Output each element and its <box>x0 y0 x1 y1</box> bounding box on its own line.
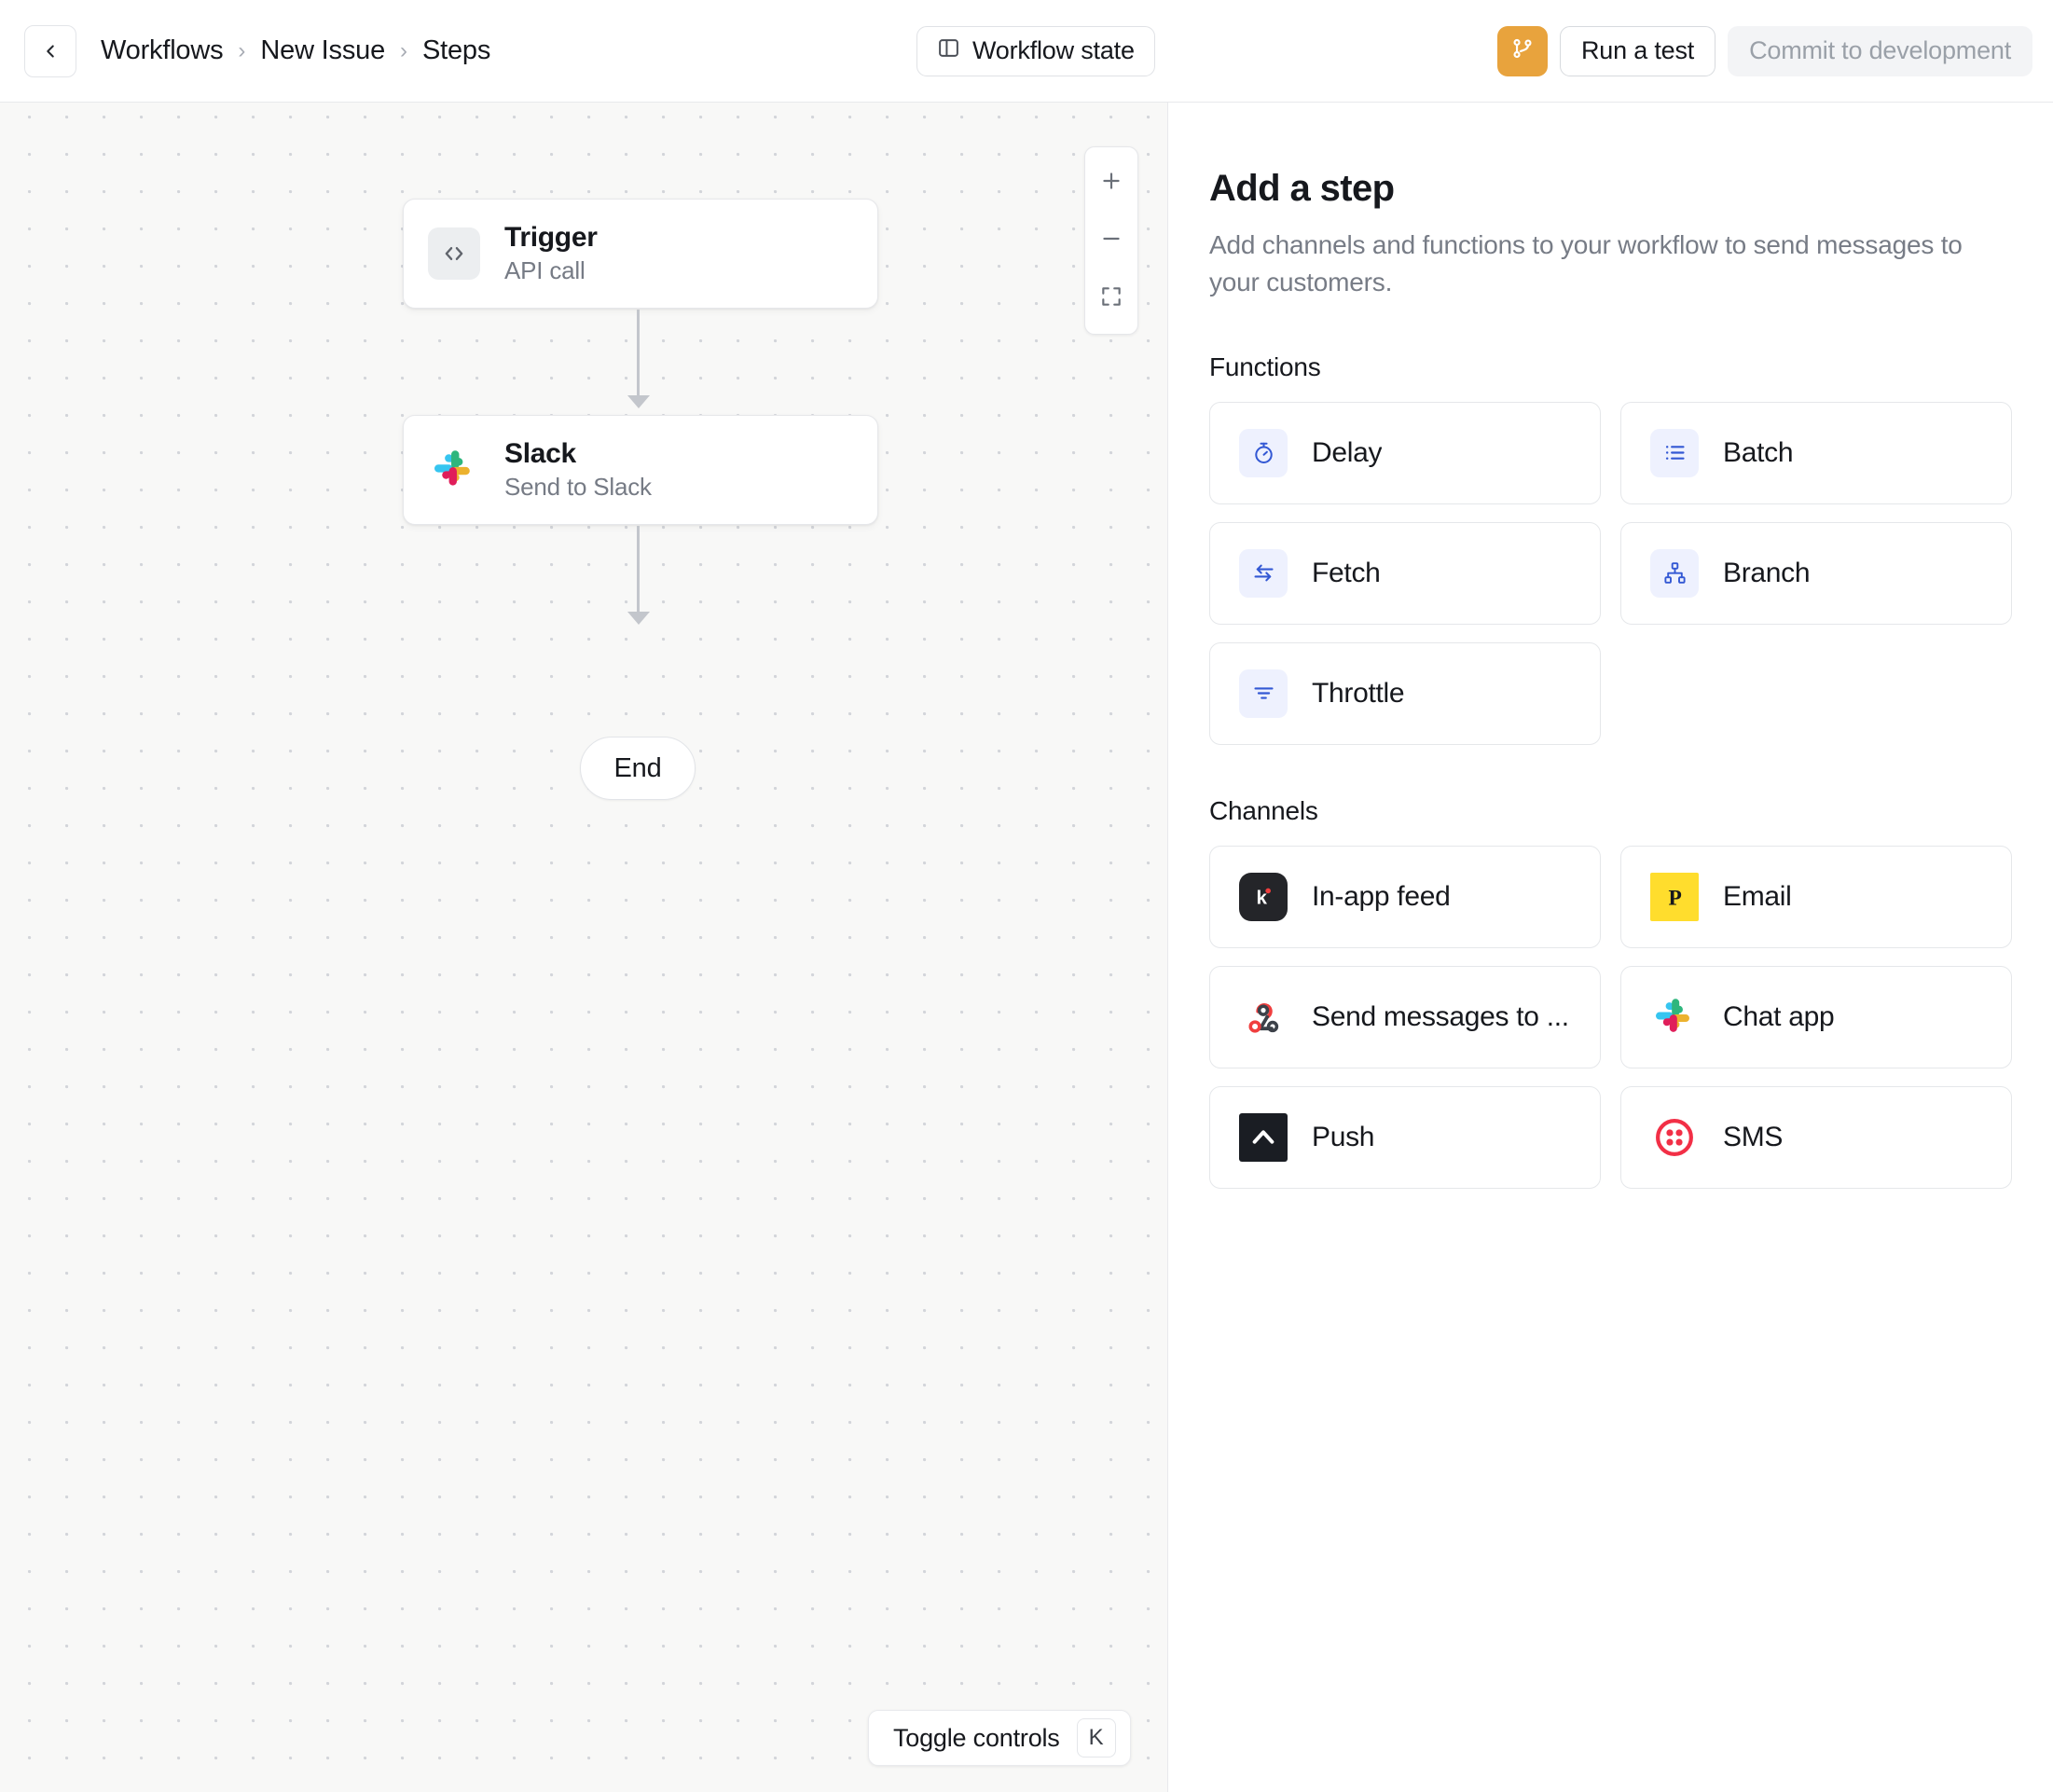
channel-label: Chat app <box>1723 1000 1835 1032</box>
panel-layout-icon <box>937 36 960 66</box>
channel-label: SMS <box>1723 1121 1784 1152</box>
run-test-button[interactable]: Run a test <box>1560 25 1716 76</box>
channel-label: Email <box>1723 880 1792 912</box>
function-label: Fetch <box>1312 557 1381 588</box>
commit-to-development-button[interactable]: Commit to development <box>1728 25 2032 76</box>
channel-label: In-app feed <box>1312 880 1451 912</box>
workflow-state-button[interactable]: Workflow state <box>916 25 1155 76</box>
node-subtitle: API call <box>504 256 586 284</box>
node-text: Trigger API call <box>504 222 598 285</box>
channel-card-webhook[interactable]: Send messages to ... <box>1209 965 1601 1068</box>
breadcrumb-separator: › <box>238 37 246 63</box>
git-branch-icon <box>1510 36 1535 65</box>
zoom-in-icon <box>1099 169 1123 198</box>
chevron-left-icon <box>40 41 61 62</box>
channel-card-in-app-feed[interactable]: k In-app feed <box>1209 845 1601 948</box>
stopwatch-icon <box>1239 428 1288 477</box>
node-title: Slack <box>504 438 576 469</box>
panel-description: Add channels and functions to your workf… <box>1209 230 1963 296</box>
header-actions: Run a test Commit to development <box>1497 25 2032 76</box>
channels-grid: k In-app feed P <box>1209 845 2012 1189</box>
exchange-arrows-icon <box>1239 548 1288 598</box>
fit-to-screen-button[interactable] <box>1084 269 1138 327</box>
workflow-node-end[interactable]: End <box>580 737 696 800</box>
channel-card-email[interactable]: P Email <box>1620 845 2012 948</box>
list-icon <box>1650 428 1699 477</box>
app-header: Workflows › New Issue › Steps Workflow s… <box>0 0 2053 103</box>
toggle-controls-label: Toggle controls <box>893 1723 1060 1752</box>
node-title: Trigger <box>504 222 598 253</box>
header-center: Workflow state <box>916 25 1155 76</box>
toggle-controls-shortcut: K <box>1076 1718 1116 1758</box>
function-card-delay[interactable]: Delay <box>1209 401 1601 504</box>
function-label: Throttle <box>1312 677 1405 709</box>
svg-text:P: P <box>1668 886 1681 910</box>
workflow-node-trigger[interactable]: Trigger API call <box>403 199 878 309</box>
function-card-fetch[interactable]: Fetch <box>1209 521 1601 625</box>
twilio-icon <box>1650 1113 1699 1162</box>
channel-label: Push <box>1312 1121 1375 1152</box>
webhook-icon <box>1239 993 1288 1041</box>
node-subtitle: Send to Slack <box>504 473 652 501</box>
connector-arrow-icon <box>627 612 650 625</box>
back-button[interactable] <box>24 24 76 77</box>
functions-section-label: Functions <box>1209 352 1321 381</box>
breadcrumb-item-workflows[interactable]: Workflows <box>101 35 224 65</box>
function-card-branch[interactable]: Branch <box>1620 521 2012 625</box>
function-label: Batch <box>1723 436 1794 468</box>
git-branch-button[interactable] <box>1497 25 1548 76</box>
function-label: Branch <box>1723 557 1811 588</box>
workflow-node-slack[interactable]: Slack Send to Slack <box>403 415 878 525</box>
zoom-in-button[interactable] <box>1084 154 1138 212</box>
expo-icon <box>1239 1112 1288 1162</box>
workflow-state-label: Workflow state <box>972 36 1135 64</box>
zoom-controls <box>1084 146 1138 335</box>
breadcrumb: Workflows › New Issue › Steps <box>101 35 490 66</box>
slack-icon <box>428 444 480 496</box>
node-connector <box>637 310 640 397</box>
channel-label: Send messages to ... <box>1312 1000 1569 1032</box>
toggle-controls-button[interactable]: Toggle controls K <box>868 1710 1131 1766</box>
slack-icon <box>1650 993 1699 1041</box>
node-connector <box>637 526 640 613</box>
workflow-canvas[interactable]: Trigger API call <box>0 103 1168 1792</box>
channel-card-chat-app[interactable]: Chat app <box>1620 965 2012 1068</box>
connector-arrow-icon <box>627 395 650 408</box>
functions-grid: Delay Batch Fetch <box>1209 401 2012 745</box>
app-body: Trigger API call <box>0 103 2053 1792</box>
breadcrumb-item-steps[interactable]: Steps <box>422 35 491 65</box>
branch-tree-icon <box>1650 548 1699 598</box>
svg-text:k: k <box>1257 887 1268 908</box>
fit-screen-icon <box>1099 284 1123 313</box>
function-label: Delay <box>1312 436 1383 468</box>
filter-icon <box>1239 669 1288 718</box>
postmark-icon: P <box>1650 872 1699 921</box>
knock-icon: k <box>1239 872 1288 921</box>
function-card-throttle[interactable]: Throttle <box>1209 641 1601 745</box>
zoom-out-button[interactable] <box>1084 212 1138 269</box>
zoom-out-icon <box>1099 227 1123 255</box>
channels-section-label: Channels <box>1209 795 1318 825</box>
breadcrumb-separator: › <box>400 37 407 63</box>
add-step-panel: Add a step Add channels and functions to… <box>1168 103 2053 1792</box>
breadcrumb-item-new-issue[interactable]: New Issue <box>260 35 385 65</box>
function-card-batch[interactable]: Batch <box>1620 401 2012 504</box>
panel-title: Add a step <box>1209 168 1395 209</box>
channel-card-sms[interactable]: SMS <box>1620 1085 2012 1189</box>
node-text: Slack Send to Slack <box>504 438 652 502</box>
channel-card-push[interactable]: Push <box>1209 1085 1601 1189</box>
code-brackets-icon <box>428 227 480 280</box>
